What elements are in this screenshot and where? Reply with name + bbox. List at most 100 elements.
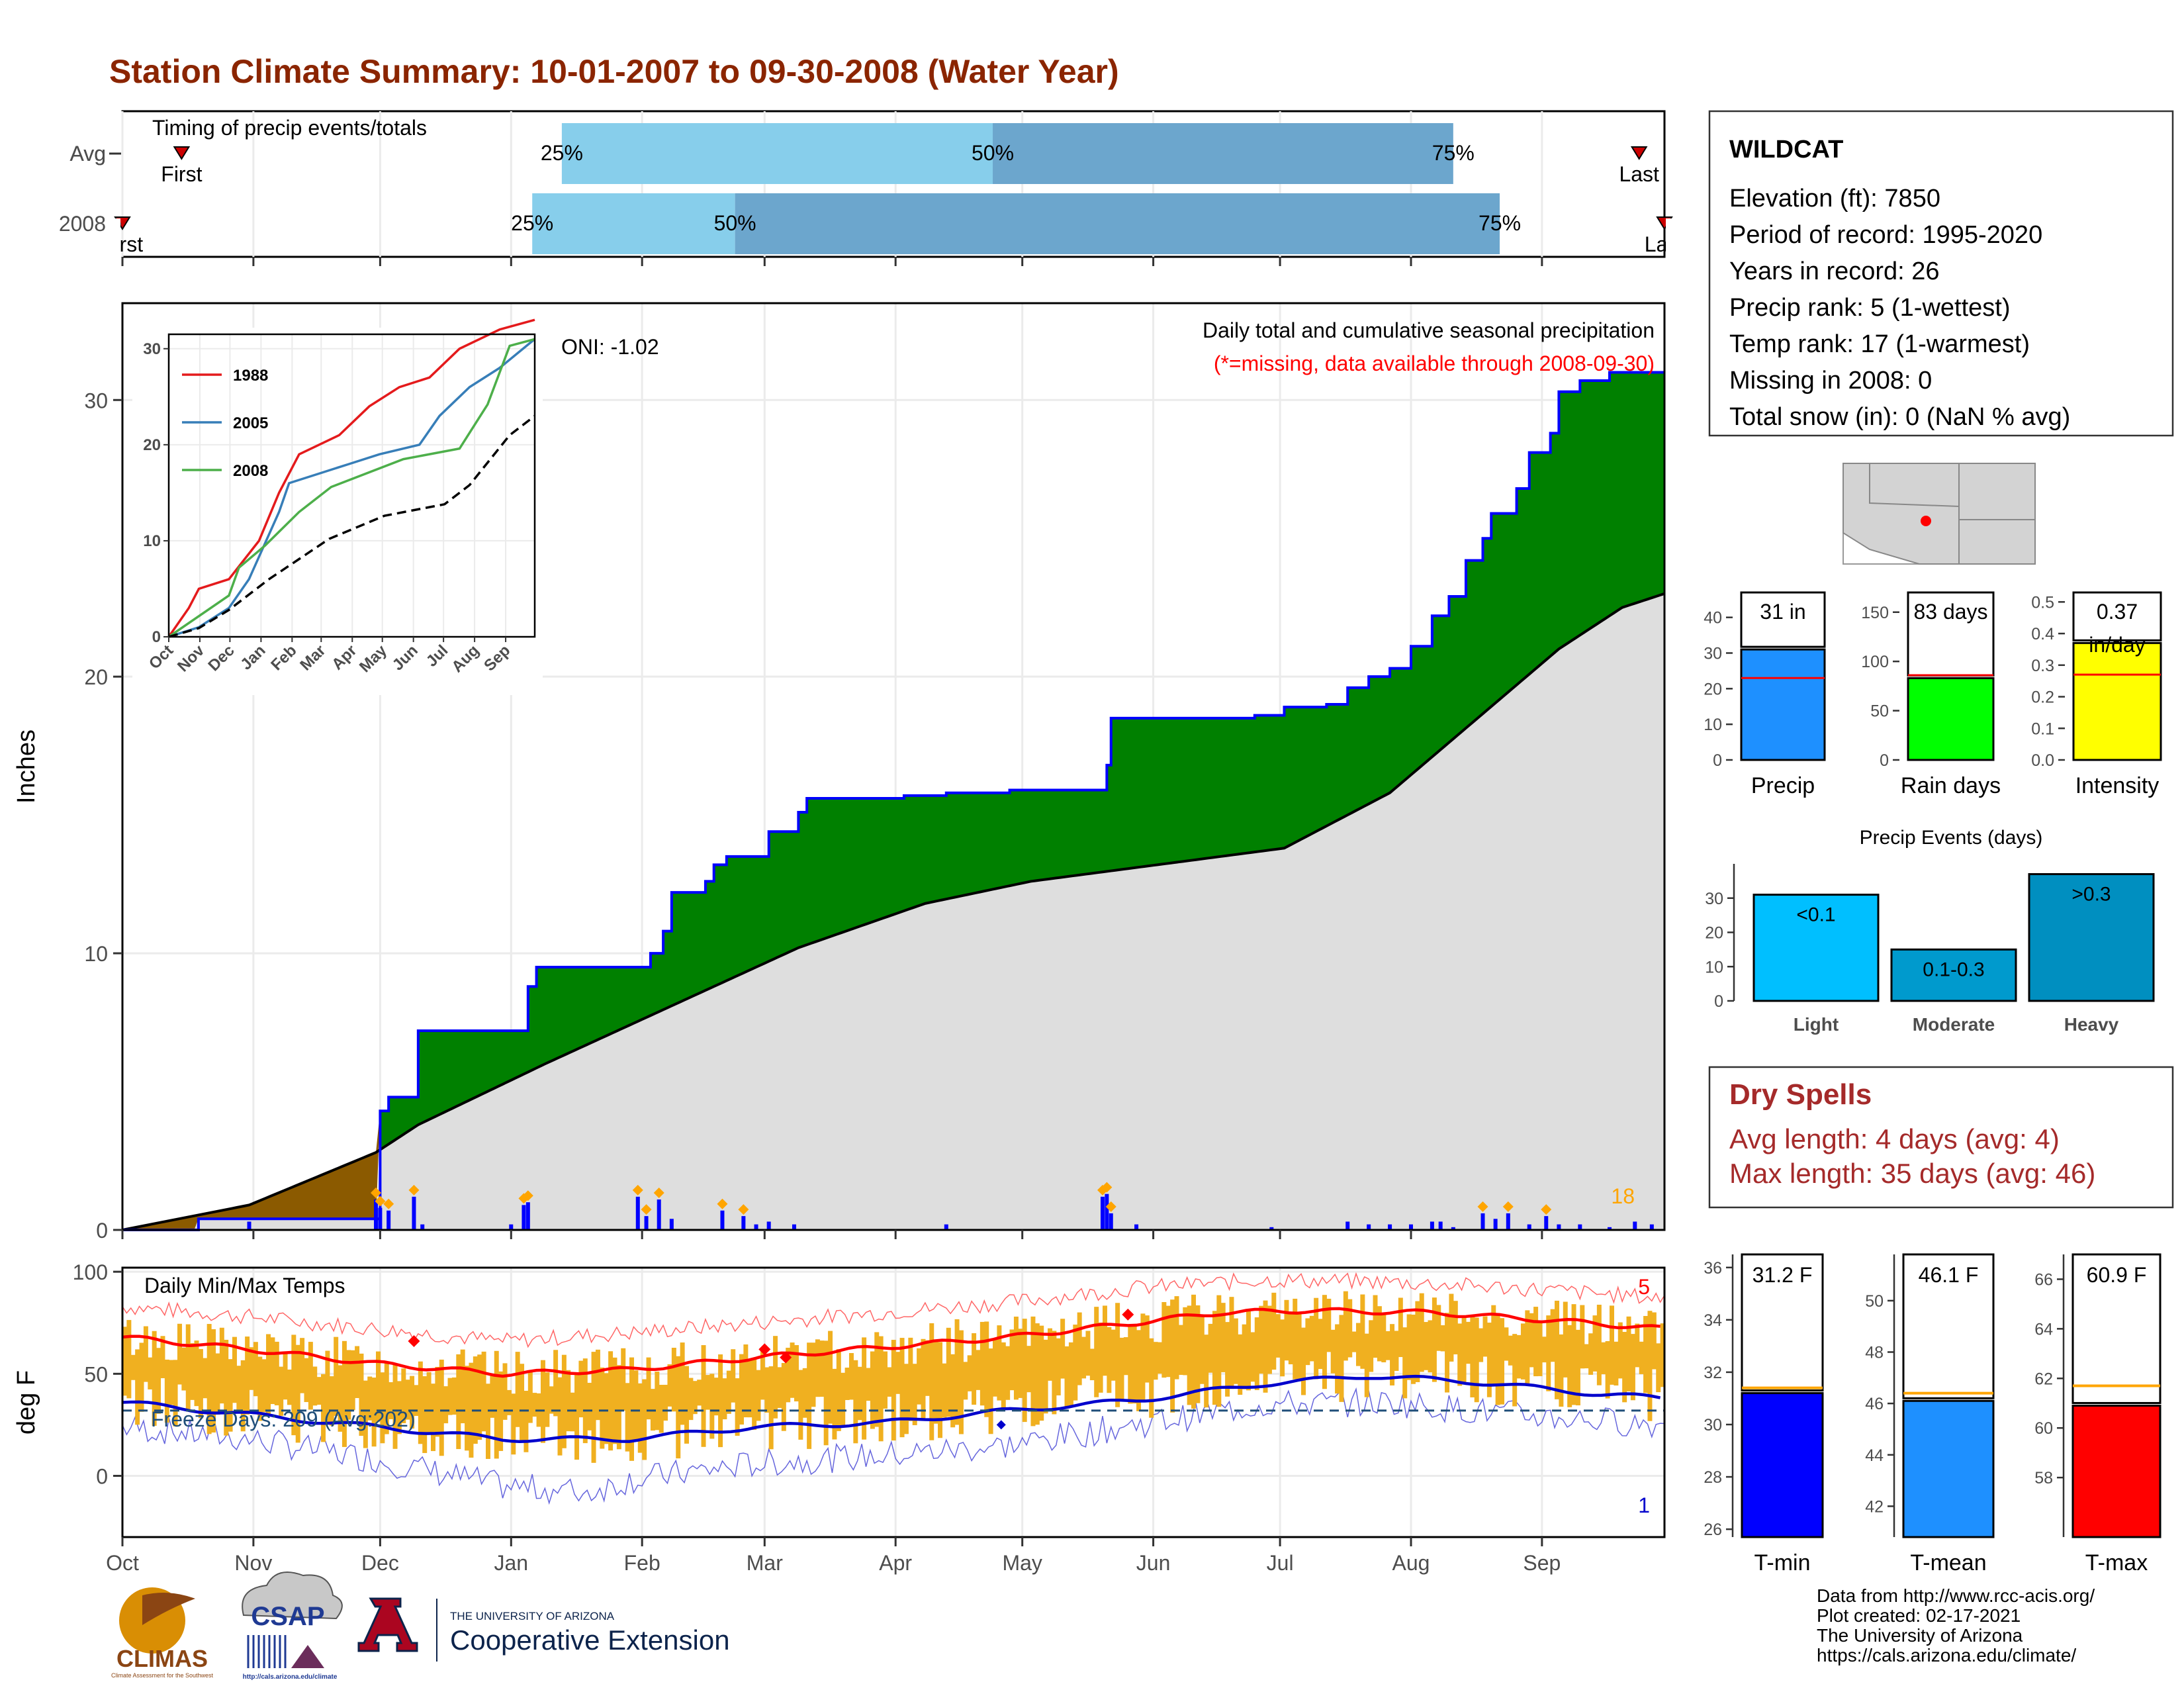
daily-temp-bar	[773, 1336, 778, 1419]
extreme-event-marker	[653, 1188, 664, 1199]
daily-temp-bar	[1351, 1331, 1357, 1352]
average-area	[122, 593, 1664, 1230]
daily-temp-bar	[659, 1384, 664, 1433]
summary-bar-background	[1740, 591, 1826, 648]
daily-precip-bar	[374, 1199, 379, 1230]
daily-temp-bar	[1250, 1332, 1255, 1382]
record-high-marker	[408, 1335, 420, 1347]
daily-temp-bar	[756, 1370, 761, 1421]
daily-temp-bar	[1601, 1342, 1606, 1374]
events-y-tick-label: 10	[1705, 958, 1723, 976]
daily-temp-bar	[1660, 1323, 1665, 1387]
daily-temp-bar	[1605, 1340, 1610, 1399]
month-label: Sep	[1523, 1551, 1561, 1575]
daily-temp-bar	[1144, 1315, 1150, 1383]
temp-bar-y-tick-label: 64	[2034, 1320, 2053, 1338]
daily-temp-bar	[1191, 1294, 1197, 1409]
daily-temp-bar	[1567, 1325, 1572, 1407]
daily-temp-bar	[929, 1323, 934, 1440]
summary-bar-precip	[1740, 648, 1826, 761]
temp-bar-background	[1902, 1253, 1995, 1399]
daily-temp-bar	[883, 1351, 888, 1409]
temp-y-label: deg F	[13, 1370, 40, 1434]
daily-temp-bar	[1005, 1346, 1011, 1400]
temp-y-tick-label: 0	[96, 1465, 108, 1489]
daily-temp-bar	[279, 1366, 284, 1416]
daily-temp-bar	[380, 1372, 385, 1444]
summary-y-tick-label: 0.3	[2031, 657, 2054, 675]
daily-precip-bar	[1527, 1224, 1531, 1230]
record-high-marker	[780, 1351, 792, 1364]
daily-temp-bar	[1390, 1324, 1395, 1385]
daily-temp-bar	[697, 1380, 702, 1406]
daily-temp-bar	[917, 1348, 922, 1405]
daily-temp-bar	[743, 1344, 749, 1418]
daily-temp-bar	[346, 1350, 351, 1420]
daily-temp-bar	[1610, 1305, 1614, 1385]
daily-temp-bar	[908, 1337, 913, 1421]
daily-temp-bar	[781, 1363, 786, 1431]
daily-temp-bar	[1165, 1305, 1171, 1378]
daily-precip-bar	[1408, 1224, 1413, 1230]
daily-temp-bar	[122, 1327, 127, 1396]
daily-temp-bar	[752, 1358, 757, 1430]
tmax-normal-line	[122, 1307, 1661, 1378]
daily-temp-bar	[595, 1349, 600, 1421]
daily-temp-bar	[1271, 1292, 1277, 1370]
daily-temp-bar	[143, 1326, 148, 1382]
record-low-marker	[996, 1420, 1006, 1430]
daily-temp-bar	[709, 1374, 715, 1439]
daily-precip-bar	[387, 1210, 391, 1230]
daily-temp-bar	[1622, 1332, 1627, 1403]
daily-temp-bar	[1491, 1305, 1496, 1385]
daily-temp-bar	[451, 1377, 457, 1415]
daily-temp-bar	[1360, 1294, 1365, 1369]
daily-temp-bar	[1495, 1313, 1500, 1405]
csap-cloud-icon	[242, 1571, 343, 1620]
daily-temp-bar	[376, 1351, 381, 1422]
daily-temp-bar	[811, 1342, 816, 1407]
summary-y-tick-label: 0.2	[2031, 688, 2054, 707]
daily-temp-bar	[219, 1327, 224, 1404]
inset-legend-label: 2005	[233, 414, 268, 432]
timing-title: Timing of precip events/totals	[152, 116, 427, 140]
temp-y-tick-label: 100	[73, 1260, 108, 1284]
daily-temp-bar	[1369, 1320, 1374, 1372]
temp-bar-y-tick-label: 46	[1865, 1395, 1884, 1413]
temp-bar-y-tick-label: 36	[1704, 1259, 1722, 1278]
temp-bar-t-mean	[1902, 1399, 1995, 1538]
daily-temp-bar	[988, 1348, 993, 1434]
daily-temp-bar	[185, 1324, 191, 1411]
daily-temp-bar	[523, 1391, 529, 1452]
daily-temp-bar	[1001, 1342, 1006, 1408]
daily-temp-bar	[1208, 1323, 1213, 1373]
daily-temp-bar	[1643, 1315, 1649, 1393]
daily-temp-bar	[190, 1343, 195, 1400]
dry-spells-avg: Avg length: 4 days (avg: 4)	[1729, 1123, 2060, 1154]
map-region	[1843, 463, 2036, 565]
daily-temp-bar	[718, 1354, 723, 1448]
daily-temp-bar	[862, 1337, 867, 1440]
daily-temp-bar	[198, 1348, 203, 1419]
daily-temp-bar	[261, 1359, 267, 1413]
daily-precip-bar	[1269, 1227, 1274, 1230]
daily-temp-bar	[1238, 1334, 1243, 1395]
station-info-line: Years in record: 26	[1729, 258, 1940, 285]
daily-temp-bar	[1254, 1317, 1259, 1390]
daily-temp-bar	[443, 1386, 449, 1424]
daily-temp-bar	[1588, 1333, 1594, 1375]
daily-temp-bar	[1060, 1319, 1066, 1379]
daily-temp-bar	[1445, 1313, 1450, 1393]
daily-temp-bar	[410, 1376, 415, 1429]
daily-temp-bar	[215, 1353, 220, 1415]
daily-temp-bar	[1009, 1329, 1015, 1391]
daily-temp-bar	[1647, 1311, 1653, 1421]
temp-summary-bars: 31.2 F 26 28 30 32 34 36 T-min 46.1 F 42 44 46 48 50 T…	[1704, 1253, 2161, 1575]
daily-temp-bar	[1428, 1320, 1433, 1373]
daily-temp-bar	[388, 1382, 394, 1419]
daily-temp-bar	[967, 1355, 972, 1391]
daily-temp-bar	[553, 1350, 559, 1417]
daily-precip-bar	[1367, 1224, 1371, 1230]
daily-temp-bar	[933, 1340, 938, 1424]
